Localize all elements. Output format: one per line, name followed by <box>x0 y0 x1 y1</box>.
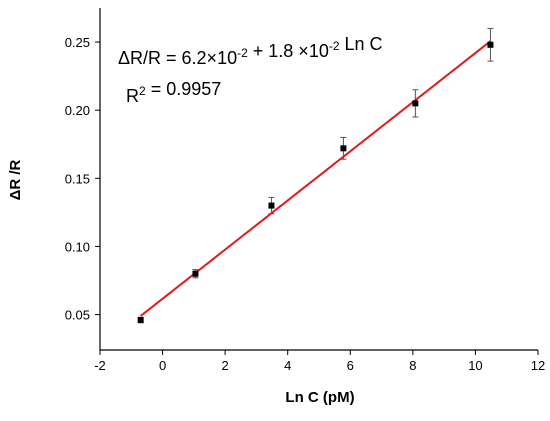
x-tick-label: 12 <box>531 358 545 373</box>
point <box>340 145 347 152</box>
x-axis-label: Ln C (pM) <box>285 389 354 406</box>
y-axis-label: ΔR /R <box>7 159 24 200</box>
y-tick-label: 0.20 <box>65 103 90 118</box>
text-part: ΔR/R = 6.2×10 <box>118 48 237 68</box>
x-tick-label: 6 <box>347 358 354 373</box>
x-tick-label: 0 <box>159 358 166 373</box>
text-part: = 0.9957 <box>146 79 222 99</box>
y-tick-label: 0.10 <box>65 239 90 254</box>
text-part: R <box>126 86 139 106</box>
point <box>412 100 419 107</box>
x-tick-label: 2 <box>222 358 229 373</box>
y-tick-label: 0.25 <box>65 35 90 50</box>
x-tick-label: 10 <box>468 358 482 373</box>
x-tick-label: 8 <box>409 358 416 373</box>
point <box>487 41 494 48</box>
y-tick-label: 0.15 <box>65 171 90 186</box>
x-tick-label: 4 <box>284 358 291 373</box>
r-squared: R2 = 0.9957 <box>126 79 221 106</box>
superscript: -2 <box>237 46 248 60</box>
fit-line <box>140 39 492 317</box>
y-tick-label: 0.05 <box>65 308 90 323</box>
point <box>268 202 275 209</box>
text-part: + 1.8 ×10 <box>248 41 329 61</box>
superscript: 2 <box>139 84 146 98</box>
equation: ΔR/R = 6.2×10-2 + 1.8 ×10-2 Ln C <box>118 34 383 68</box>
superscript: -2 <box>329 39 340 53</box>
point <box>192 270 199 277</box>
x-tick-label: -2 <box>94 358 106 373</box>
text-part: Ln C <box>340 34 383 54</box>
point <box>137 317 144 324</box>
